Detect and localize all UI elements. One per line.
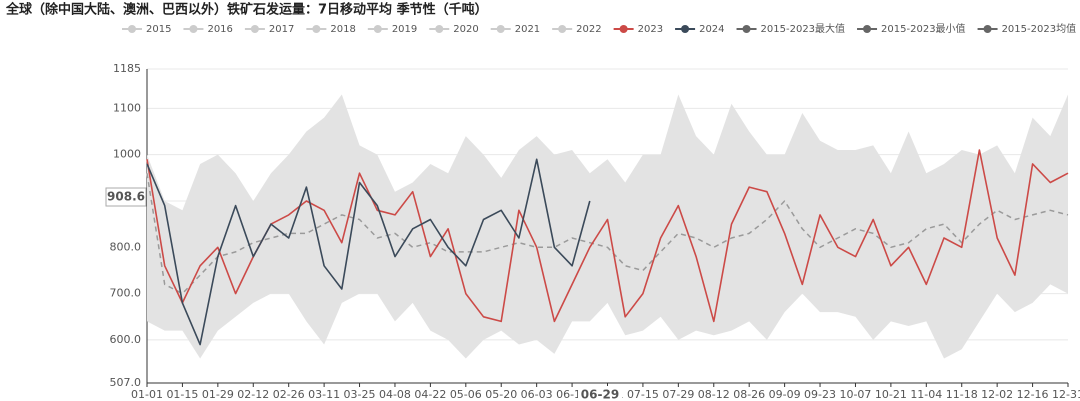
x-tick-label: 04-22 xyxy=(414,388,446,401)
y-tick-label: 600.0 xyxy=(110,333,142,346)
x-tick-label: 09-23 xyxy=(804,388,836,401)
legend-label: 2020 xyxy=(453,24,478,35)
legend-item: 2021 xyxy=(490,24,540,35)
legend-item: 2022 xyxy=(552,24,602,35)
legend-item: 2015-2023最大值 xyxy=(736,22,846,35)
legend-item: 2024 xyxy=(675,24,725,35)
x-tick-label: 06-03 xyxy=(521,388,553,401)
legend-item: 2020 xyxy=(429,24,479,35)
legend-dot xyxy=(742,25,751,33)
legend-dot xyxy=(863,25,872,33)
x-tick-label: 05-06 xyxy=(450,388,482,401)
x-tick-label: 03-25 xyxy=(344,388,376,401)
legend-label: 2023 xyxy=(638,24,663,35)
x-tick-label: 11-04 xyxy=(910,388,942,401)
x-tick-label: 01-29 xyxy=(202,388,234,401)
pointer-x-box xyxy=(578,386,622,401)
x-tick-label: 02-26 xyxy=(273,388,305,401)
legend-item: 2023 xyxy=(613,24,663,35)
pointer-y-label: 908.6 xyxy=(107,190,145,204)
legend-label: 2017 xyxy=(269,24,294,35)
legend-item: 2017 xyxy=(244,24,294,35)
x-tick-label: 03-11 xyxy=(308,388,340,401)
range-band xyxy=(147,94,1068,359)
legend-item: 2015 xyxy=(122,24,171,35)
pointer-y-box xyxy=(105,187,147,207)
x-tick-label: 12-31 xyxy=(1052,388,1080,401)
series-line xyxy=(146,173,1069,295)
legend-dot xyxy=(496,25,505,33)
legend-dot xyxy=(250,25,259,33)
x-tick-label: 08-12 xyxy=(698,388,730,401)
y-tick-label: 800.0 xyxy=(110,240,142,253)
legend-label: 2018 xyxy=(330,24,355,35)
legend-item: 2015-2023均值 xyxy=(977,22,1077,35)
legend-dot xyxy=(681,25,690,33)
legend-dot xyxy=(435,25,444,33)
legend-dot xyxy=(128,25,136,33)
x-tick-label: 07-29 xyxy=(662,388,694,401)
y-tick-label: 1185 xyxy=(113,62,141,75)
legend-label: 2024 xyxy=(699,24,724,35)
x-tick-label: 05-20 xyxy=(485,388,517,401)
legend-label: 2016 xyxy=(207,24,232,35)
legend-dot xyxy=(619,25,628,33)
y-tick-label: 1000 xyxy=(113,148,141,161)
x-tick-label: 09-09 xyxy=(769,388,801,401)
legend-label: 2022 xyxy=(576,24,601,35)
legend-item: 2019 xyxy=(367,24,417,35)
legend-label: 2015 xyxy=(146,24,171,35)
x-tick-label: 10-07 xyxy=(839,388,871,401)
y-tick-label: 700.0 xyxy=(110,287,142,300)
legend-label: 2019 xyxy=(392,24,417,35)
legend-dot xyxy=(189,25,198,33)
x-tick-label: 10-21 xyxy=(875,388,907,401)
legend-item: 2016 xyxy=(183,24,233,35)
y-tick-label: 1100 xyxy=(113,101,141,114)
x-tick-label: 01-01 xyxy=(131,388,163,401)
chart-title: 全球（除中国大陆、澳洲、巴西以外）铁矿石发运量：7日移动平均 季节性（千吨） xyxy=(5,2,488,18)
x-tick-label: 04-08 xyxy=(379,388,411,401)
y-tick-label: 507.0 xyxy=(110,376,142,389)
x-tick-label: 01-15 xyxy=(166,388,198,401)
legend-dot xyxy=(312,25,321,33)
pointer-x-label: 06-29 xyxy=(581,388,619,401)
legend-item: 2018 xyxy=(306,24,356,35)
series-line xyxy=(146,158,591,346)
legend-label: 2015-2023最大值 xyxy=(761,22,846,35)
x-tick-label: 11-18 xyxy=(946,388,978,401)
legend-dot xyxy=(983,25,992,33)
legend-dot xyxy=(373,25,382,33)
legend-label: 2015-2023均值 xyxy=(1002,22,1077,35)
x-tick-label: 12-16 xyxy=(1017,388,1049,401)
x-tick-label: 07-15 xyxy=(627,388,659,401)
x-tick-label: 12-02 xyxy=(981,388,1013,401)
x-tick-label: 08-26 xyxy=(733,388,765,401)
legend-label: 2015-2023最小值 xyxy=(881,22,966,35)
x-tick-label: 02-12 xyxy=(237,388,269,401)
legend-dot xyxy=(558,25,567,33)
legend-label: 2021 xyxy=(515,24,540,35)
legend-item: 2015-2023最小值 xyxy=(857,22,966,35)
